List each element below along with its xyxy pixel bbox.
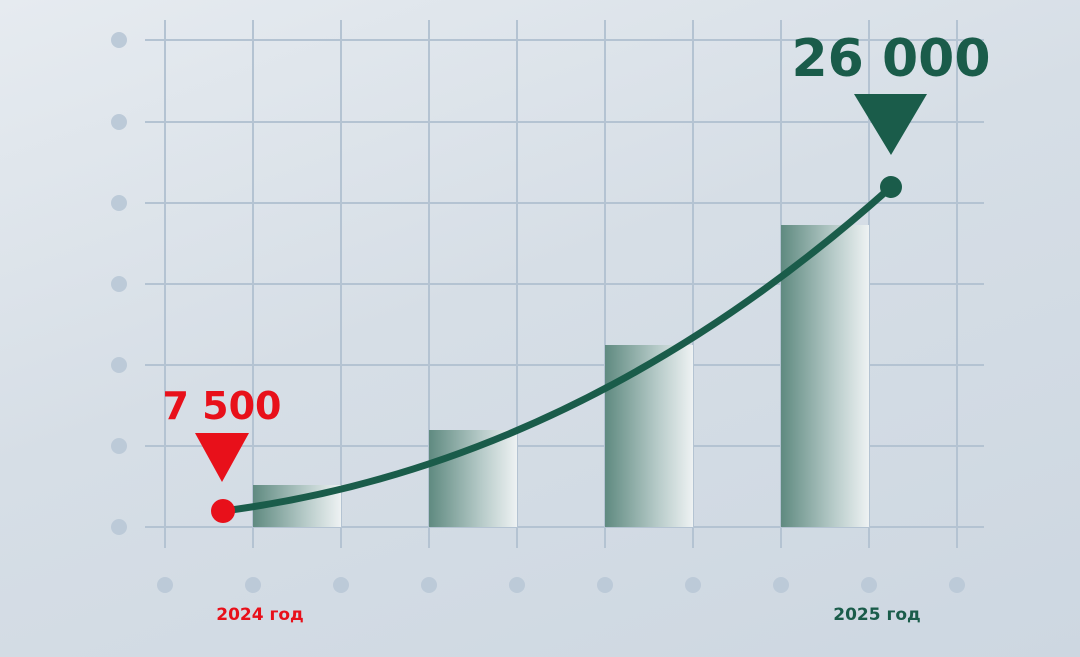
y-axis-dot bbox=[111, 114, 127, 130]
x-axis-dot bbox=[597, 577, 613, 593]
bar bbox=[781, 225, 869, 527]
x-axis-dot bbox=[861, 577, 877, 593]
end-value-label: 26 000 bbox=[791, 29, 990, 89]
end-marker-triangle bbox=[854, 94, 927, 155]
end-point bbox=[880, 176, 902, 198]
x-tick-label-2025: 2025 год bbox=[833, 605, 921, 625]
bars bbox=[253, 225, 869, 527]
y-axis-dot bbox=[111, 276, 127, 292]
y-axis-dot bbox=[111, 357, 127, 373]
bar bbox=[605, 345, 693, 527]
y-axis-dot bbox=[111, 438, 127, 454]
x-axis-dot bbox=[421, 577, 437, 593]
x-axis-dot bbox=[157, 577, 173, 593]
x-axis-dot bbox=[773, 577, 789, 593]
y-axis-dot bbox=[111, 195, 127, 211]
y-axis-dot bbox=[111, 519, 127, 535]
start-point bbox=[211, 499, 235, 523]
x-tick-label-2024: 2024 год bbox=[216, 605, 304, 625]
x-axis-dot bbox=[333, 577, 349, 593]
y-axis-dot bbox=[111, 32, 127, 48]
x-axis-dot bbox=[685, 577, 701, 593]
x-axis-dot bbox=[509, 577, 525, 593]
x-axis-dot bbox=[949, 577, 965, 593]
x-axis-dot bbox=[245, 577, 261, 593]
start-marker-triangle bbox=[195, 433, 249, 482]
growth-curve bbox=[219, 183, 895, 515]
start-value-label: 7 500 bbox=[163, 384, 282, 428]
